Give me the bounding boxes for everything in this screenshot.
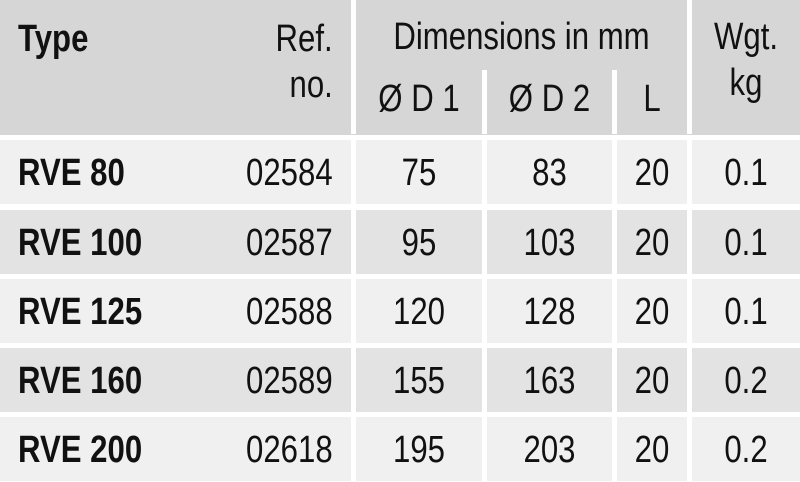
cell-type: RVE 100 (18, 222, 143, 264)
cell-d2: 128 (523, 291, 576, 333)
column-divider (612, 210, 617, 274)
cell-ref: 02584 (246, 152, 333, 194)
table-row (0, 348, 800, 412)
header-ref: Ref. (275, 18, 333, 60)
column-divider (482, 140, 487, 204)
header-d2: Ø D 2 (508, 78, 591, 120)
column-divider (687, 210, 692, 274)
cell-type: RVE 80 (18, 152, 125, 194)
cell-d1: 95 (401, 222, 437, 264)
header-kg: kg (729, 62, 763, 104)
column-divider (351, 0, 356, 134)
table-row (0, 279, 800, 343)
column-divider (687, 348, 692, 412)
column-divider (482, 279, 487, 343)
cell-d1: 120 (393, 291, 445, 333)
column-divider (351, 348, 356, 412)
cell-d1: 75 (401, 152, 437, 194)
column-divider (687, 279, 692, 343)
column-divider (687, 140, 692, 204)
cell-wgt: 0.1 (724, 291, 768, 333)
table-row (0, 210, 800, 274)
column-divider (351, 279, 356, 343)
cell-wgt: 0.1 (724, 152, 768, 194)
cell-type: RVE 160 (18, 360, 143, 402)
cell-type: RVE 125 (18, 291, 143, 333)
cell-l: 20 (634, 222, 670, 264)
column-divider (351, 140, 356, 204)
table-row (0, 417, 800, 481)
cell-d2: 103 (523, 222, 576, 264)
table-header (0, 0, 800, 135)
cell-ref: 02618 (246, 429, 333, 471)
header-dimensions: Dimensions in mm (393, 16, 650, 58)
cell-d2: 163 (523, 360, 576, 402)
column-divider (482, 210, 487, 274)
cell-ref: 02589 (246, 360, 333, 402)
header-ref-no: no. (289, 64, 333, 106)
cell-wgt: 0.2 (724, 429, 768, 471)
header-d1: Ø D 1 (378, 78, 460, 120)
cell-d2: 203 (523, 429, 576, 471)
column-divider (482, 70, 487, 134)
column-divider (612, 348, 617, 412)
column-divider (482, 348, 487, 412)
header-wgt: Wgt. (713, 16, 779, 58)
cell-l: 20 (634, 429, 670, 471)
cell-ref: 02587 (246, 222, 333, 264)
column-divider (482, 417, 487, 481)
header-type: Type (18, 18, 89, 60)
column-divider (351, 417, 356, 481)
cell-d2: 83 (532, 152, 567, 194)
column-divider (351, 210, 356, 274)
header-l: L (643, 78, 661, 120)
cell-wgt: 0.2 (724, 360, 768, 402)
column-divider (687, 417, 692, 481)
cell-d1: 195 (393, 429, 445, 471)
cell-ref: 02588 (246, 291, 333, 333)
table-row (0, 140, 800, 204)
column-divider (612, 417, 617, 481)
column-divider (612, 70, 617, 134)
cell-d1: 155 (393, 360, 445, 402)
cell-type: RVE 200 (18, 429, 143, 471)
column-divider (687, 0, 692, 134)
cell-l: 20 (634, 360, 670, 402)
cell-wgt: 0.1 (724, 222, 768, 264)
column-divider (612, 140, 617, 204)
cell-l: 20 (634, 152, 670, 194)
cell-l: 20 (634, 291, 670, 333)
column-divider (612, 279, 617, 343)
